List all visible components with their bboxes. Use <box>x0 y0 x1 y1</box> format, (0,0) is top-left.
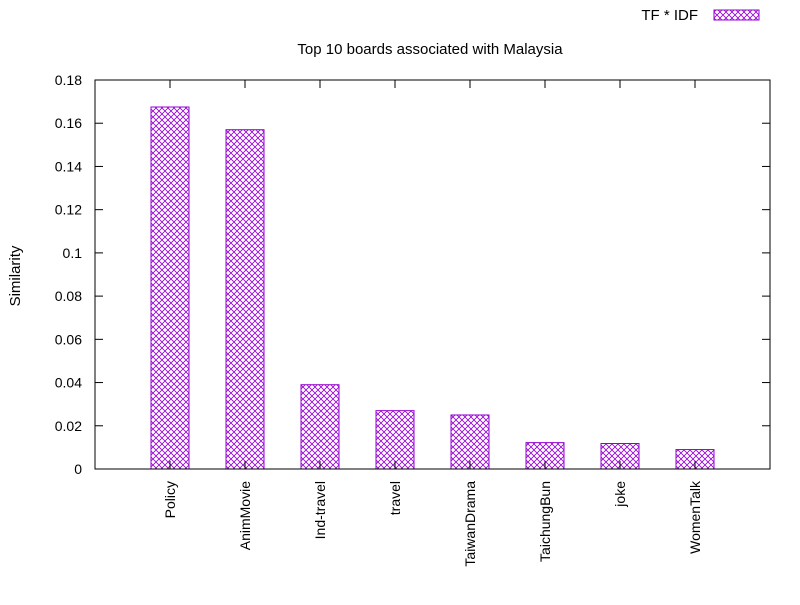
y-tick-label: 0.02 <box>55 418 82 434</box>
bars-group <box>150 106 715 470</box>
y-axis-label: Similarity <box>7 245 24 306</box>
bar-joke <box>600 442 640 470</box>
legend-swatch <box>713 9 760 21</box>
x-tick-label: travel <box>387 481 403 515</box>
chart-title: Top 10 boards associated with Malaysia <box>297 41 563 58</box>
y-tick-label: 0 <box>74 461 82 477</box>
y-tick-label: 0.16 <box>55 115 82 131</box>
y-axis: 0 0.02 0.04 0.06 0.08 0.1 0.12 0.14 0.16 0.18 <box>55 72 770 477</box>
x-tick-label: TaichungBun <box>537 481 553 562</box>
bar-animmovie <box>225 129 265 470</box>
x-tick-label: Ind-travel <box>312 481 328 539</box>
bar-travel <box>375 410 415 470</box>
y-tick-label: 0.1 <box>63 245 83 261</box>
x-tick-label: TaiwanDrama <box>462 481 478 567</box>
bar-policy <box>150 106 190 470</box>
x-tick-label: WomenTalk <box>687 480 703 554</box>
x-tick-label: joke <box>612 481 628 508</box>
x-tick-label: AnimMovie <box>237 481 253 550</box>
x-tick-label: Policy <box>162 481 178 518</box>
y-tick-label: 0.12 <box>55 202 82 218</box>
y-tick-label: 0.18 <box>55 72 82 88</box>
x-axis: Policy AnimMovie Ind-travel travel TaiwanDra… <box>162 80 703 567</box>
y-tick-label: 0.08 <box>55 288 82 304</box>
bar-ind-travel <box>300 384 340 470</box>
y-tick-label: 0.04 <box>55 375 82 391</box>
y-tick-label: 0.06 <box>55 331 82 347</box>
plot-frame <box>94 79 771 470</box>
legend: TF * IDF <box>641 7 760 24</box>
bar-taiwandrama <box>450 414 490 470</box>
legend-label: TF * IDF <box>641 7 698 24</box>
y-tick-label: 0.14 <box>55 158 82 174</box>
